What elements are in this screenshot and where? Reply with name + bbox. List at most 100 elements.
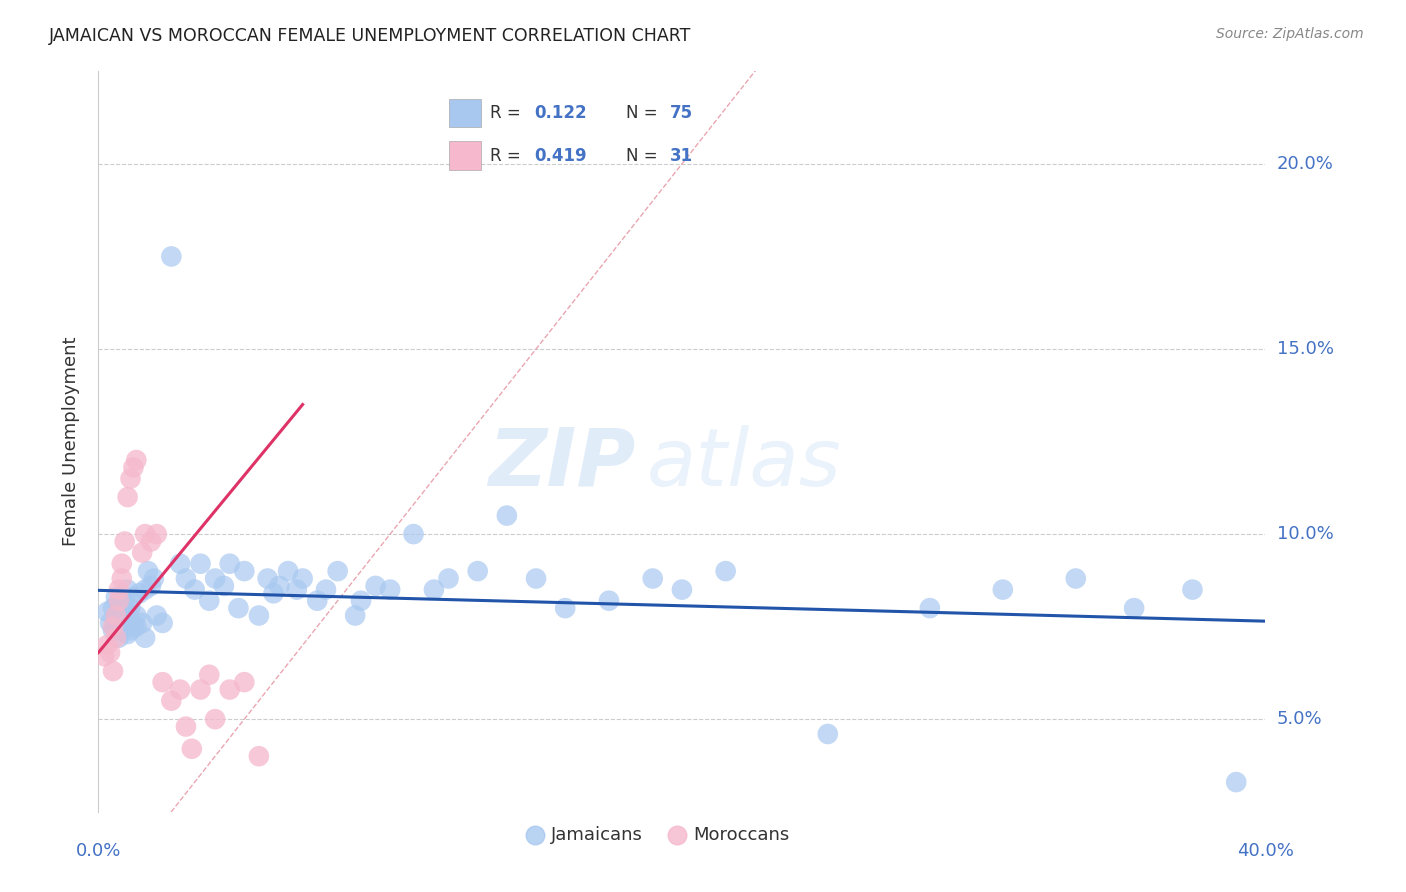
Point	[218, 682, 240, 697]
Point	[122, 590, 145, 604]
Point	[380, 582, 402, 597]
Point	[125, 608, 148, 623]
Point	[714, 564, 737, 578]
Point	[139, 579, 162, 593]
Point	[125, 453, 148, 467]
Point	[152, 615, 174, 630]
Point	[423, 582, 446, 597]
Point	[817, 727, 839, 741]
Point	[402, 527, 425, 541]
Point	[111, 624, 134, 638]
Point	[114, 615, 136, 630]
Point	[120, 601, 142, 615]
Point	[108, 582, 131, 597]
Point	[554, 601, 576, 615]
Text: 20.0%: 20.0%	[1277, 155, 1333, 173]
Point	[146, 527, 169, 541]
Text: ZIP: ZIP	[488, 425, 636, 503]
Text: 5.0%: 5.0%	[1277, 710, 1322, 728]
Point	[180, 741, 202, 756]
Point	[122, 460, 145, 475]
Point	[146, 608, 169, 623]
Point	[228, 601, 250, 615]
Point	[136, 564, 159, 578]
Point	[117, 605, 139, 619]
Point	[104, 631, 127, 645]
Point	[524, 572, 547, 586]
Point	[117, 490, 139, 504]
Point	[117, 627, 139, 641]
Point	[269, 579, 291, 593]
Point	[101, 664, 124, 678]
Point	[262, 586, 284, 600]
Text: atlas: atlas	[647, 425, 842, 503]
Point	[233, 564, 256, 578]
Point	[117, 582, 139, 597]
Point	[160, 694, 183, 708]
Point	[671, 582, 693, 597]
Point	[169, 557, 191, 571]
Point	[139, 534, 162, 549]
Point	[152, 675, 174, 690]
Point	[169, 682, 191, 697]
Point	[101, 620, 124, 634]
Point	[991, 582, 1014, 597]
Point	[256, 572, 278, 586]
Point	[364, 579, 387, 593]
Point	[1064, 572, 1087, 586]
Point	[174, 720, 197, 734]
Text: 40.0%: 40.0%	[1237, 842, 1294, 860]
Point	[111, 572, 134, 586]
Text: 10.0%: 10.0%	[1277, 525, 1333, 543]
Text: Source: ZipAtlas.com: Source: ZipAtlas.com	[1216, 27, 1364, 41]
Point	[108, 593, 131, 607]
Point	[183, 582, 205, 597]
Point	[134, 582, 156, 597]
Text: 0.0%: 0.0%	[76, 842, 121, 860]
Point	[142, 572, 165, 586]
Point	[315, 582, 337, 597]
Text: JAMAICAN VS MOROCCAN FEMALE UNEMPLOYMENT CORRELATION CHART: JAMAICAN VS MOROCCAN FEMALE UNEMPLOYMENT…	[49, 27, 692, 45]
Point	[98, 646, 121, 660]
Point	[108, 631, 131, 645]
Point	[160, 250, 183, 264]
Point	[104, 590, 127, 604]
Point	[111, 612, 134, 626]
Point	[190, 682, 212, 697]
Point	[120, 471, 142, 485]
Point	[212, 579, 235, 593]
Point	[114, 593, 136, 607]
Point	[108, 598, 131, 612]
Point	[918, 601, 941, 615]
Point	[344, 608, 367, 623]
Point	[198, 667, 221, 681]
Point	[108, 608, 131, 623]
Point	[131, 545, 153, 560]
Point	[198, 593, 221, 607]
Point	[598, 593, 620, 607]
Point	[131, 615, 153, 630]
Point	[350, 593, 373, 607]
Point	[98, 615, 121, 630]
Point	[1225, 775, 1247, 789]
Point	[93, 649, 115, 664]
Point	[101, 624, 124, 638]
Point	[204, 572, 226, 586]
Point	[307, 593, 329, 607]
Point	[291, 572, 314, 586]
Point	[104, 608, 127, 623]
Point	[174, 572, 197, 586]
Point	[125, 620, 148, 634]
Point	[96, 638, 118, 652]
Point	[233, 675, 256, 690]
Point	[496, 508, 519, 523]
Point	[134, 631, 156, 645]
Point	[204, 712, 226, 726]
Y-axis label: Female Unemployment: Female Unemployment	[62, 337, 80, 546]
Point	[111, 601, 134, 615]
Point	[277, 564, 299, 578]
Point	[467, 564, 489, 578]
Point	[120, 624, 142, 638]
Point	[437, 572, 460, 586]
Text: 15.0%: 15.0%	[1277, 340, 1333, 358]
